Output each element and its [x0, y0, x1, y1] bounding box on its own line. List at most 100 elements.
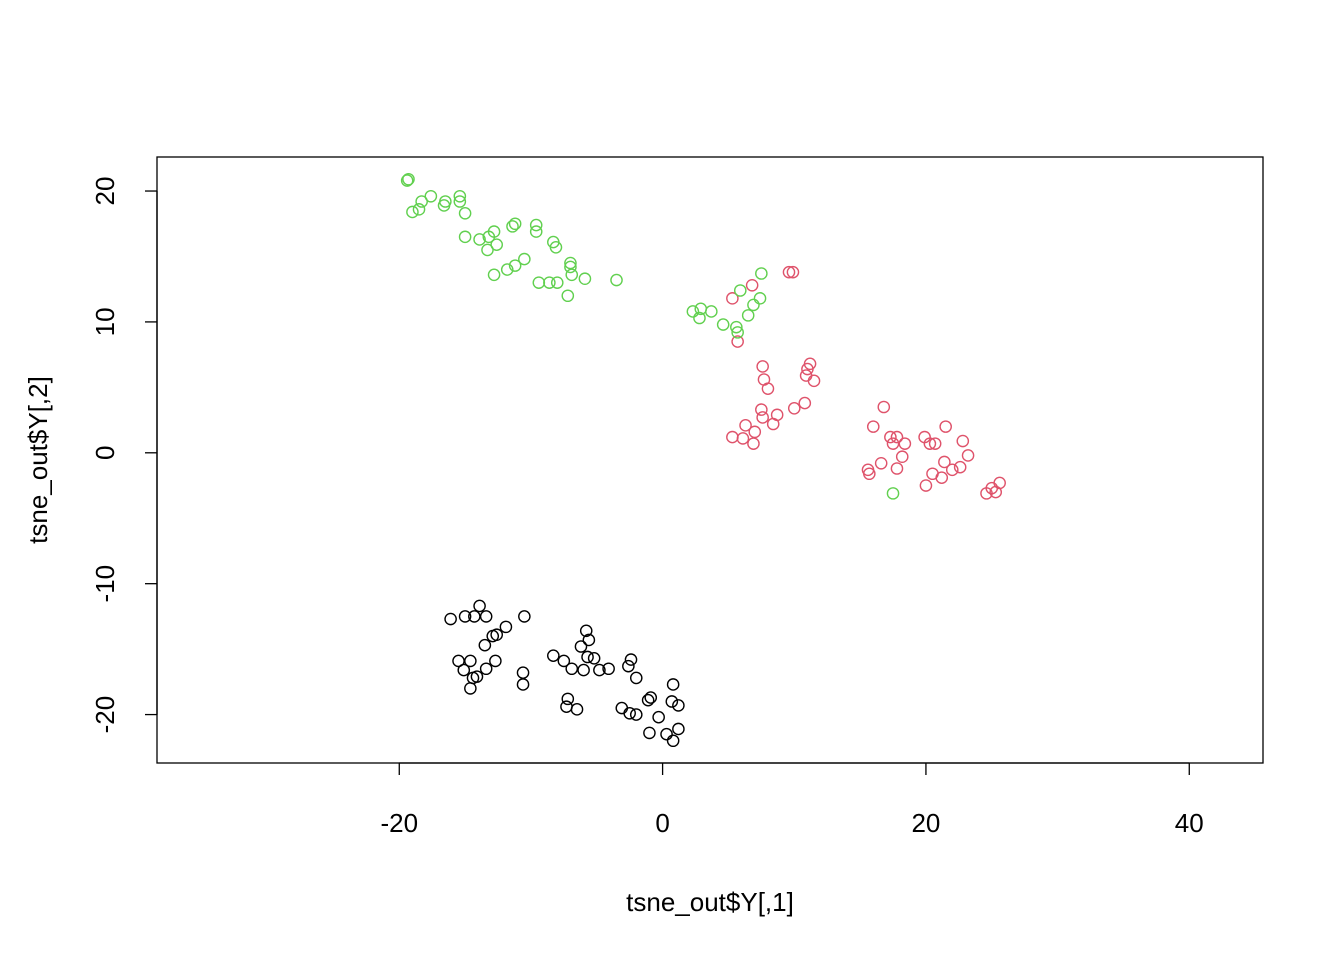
data-point	[629, 708, 643, 721]
x-axis: -20 0 20 40	[380, 762, 1204, 838]
data-point	[464, 682, 477, 695]
data-point	[458, 230, 472, 244]
data-point	[953, 460, 967, 474]
data-point	[529, 218, 543, 232]
data-point	[557, 654, 571, 668]
data-point	[733, 284, 747, 297]
data-point	[798, 396, 812, 410]
data-point	[786, 265, 800, 279]
data-point	[481, 243, 494, 257]
data-point	[593, 663, 606, 677]
data-point	[577, 663, 590, 677]
data-point	[479, 610, 493, 623]
data-point	[602, 662, 615, 676]
data-point	[935, 471, 949, 484]
y-tick-label: -20	[90, 696, 120, 734]
data-point	[874, 456, 888, 470]
data-point	[741, 309, 755, 322]
data-point	[672, 699, 685, 712]
data-point	[753, 292, 767, 305]
data-point	[884, 430, 897, 444]
data-point	[464, 654, 477, 668]
data-point	[458, 610, 472, 623]
data-point	[561, 692, 575, 706]
data-point	[564, 260, 577, 274]
data-point	[726, 292, 739, 305]
data-point	[532, 276, 546, 289]
data-point	[487, 268, 501, 282]
data-point	[886, 487, 900, 500]
data-point	[518, 252, 531, 266]
plot-frame	[156, 156, 1264, 764]
data-point	[716, 318, 730, 331]
data-point	[415, 195, 428, 208]
data-point	[479, 662, 493, 676]
y-tick-label: 0	[90, 446, 120, 460]
y-tick-label: 10	[90, 307, 120, 336]
data-point	[961, 449, 975, 462]
data-point	[756, 411, 769, 424]
data-point	[939, 420, 952, 433]
data-point	[755, 267, 768, 280]
data-point	[406, 205, 419, 219]
data-point	[561, 289, 575, 303]
data-point	[490, 238, 504, 251]
data-point	[610, 273, 623, 287]
data-point	[560, 700, 573, 714]
data-point	[886, 437, 900, 450]
y-axis: -20 -10 0 10 20	[90, 177, 158, 734]
data-point	[565, 662, 579, 676]
data-point	[945, 463, 959, 477]
data-point	[529, 225, 543, 238]
data-point	[895, 450, 909, 464]
data-point	[877, 400, 891, 414]
data-point	[473, 599, 486, 613]
data-point	[500, 263, 514, 276]
data-point	[726, 430, 739, 444]
data-point	[622, 659, 635, 673]
data-point	[516, 666, 530, 679]
data-point	[919, 479, 933, 492]
data-point	[898, 437, 912, 450]
data-point	[731, 326, 744, 339]
x-tick-label: 20	[911, 808, 940, 838]
data-point	[923, 437, 937, 450]
data-point	[755, 403, 768, 416]
data-point	[686, 305, 700, 318]
y-tick-label: 20	[90, 177, 120, 206]
data-point	[615, 701, 629, 715]
data-point	[587, 651, 601, 665]
data-point	[518, 610, 531, 623]
data-point	[412, 203, 426, 216]
data-point	[489, 654, 502, 668]
data-point	[748, 425, 762, 439]
data-point	[581, 650, 594, 664]
x-tick-label: 40	[1175, 808, 1204, 838]
data-point	[547, 649, 560, 662]
data-point	[863, 467, 876, 481]
data-point	[756, 360, 769, 373]
data-point	[928, 437, 942, 450]
data-point	[745, 278, 759, 292]
data-point	[550, 276, 564, 289]
data-point	[549, 241, 563, 254]
data-point	[473, 233, 486, 246]
y-tick-label: -10	[90, 565, 120, 603]
data-point	[736, 432, 750, 445]
data-point	[652, 710, 665, 724]
data-point	[579, 624, 593, 638]
data-point	[747, 437, 760, 450]
data-point	[693, 311, 706, 325]
data-point	[470, 670, 484, 683]
data-point	[866, 420, 880, 433]
data-point	[458, 206, 472, 220]
data-point	[453, 195, 467, 208]
data-point	[444, 612, 457, 626]
y-axis-title: tsne_out$Y[,2]	[23, 376, 53, 544]
data-point	[516, 678, 530, 691]
data-point	[766, 417, 780, 431]
data-point	[402, 172, 415, 186]
x-tick-label: -20	[380, 808, 418, 838]
data-point	[739, 419, 752, 432]
